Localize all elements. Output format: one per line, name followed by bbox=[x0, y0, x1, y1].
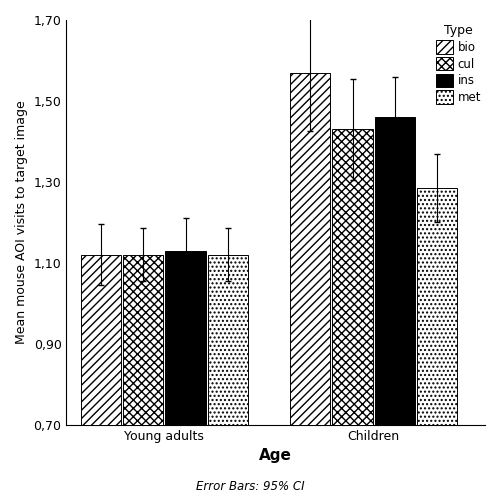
Bar bbox=[290, 73, 331, 425]
Text: Error Bars: 95% CI: Error Bars: 95% CI bbox=[196, 480, 304, 493]
Y-axis label: Mean mouse AOI visits to target image: Mean mouse AOI visits to target image bbox=[15, 101, 28, 344]
Legend: bio, cul, ins, met: bio, cul, ins, met bbox=[434, 22, 484, 107]
Bar bbox=[123, 254, 164, 425]
X-axis label: Age: Age bbox=[260, 448, 292, 463]
Bar bbox=[208, 254, 248, 425]
Bar bbox=[332, 129, 372, 425]
Bar bbox=[375, 117, 415, 425]
Bar bbox=[417, 188, 457, 425]
Bar bbox=[81, 254, 121, 425]
Bar bbox=[166, 250, 205, 425]
